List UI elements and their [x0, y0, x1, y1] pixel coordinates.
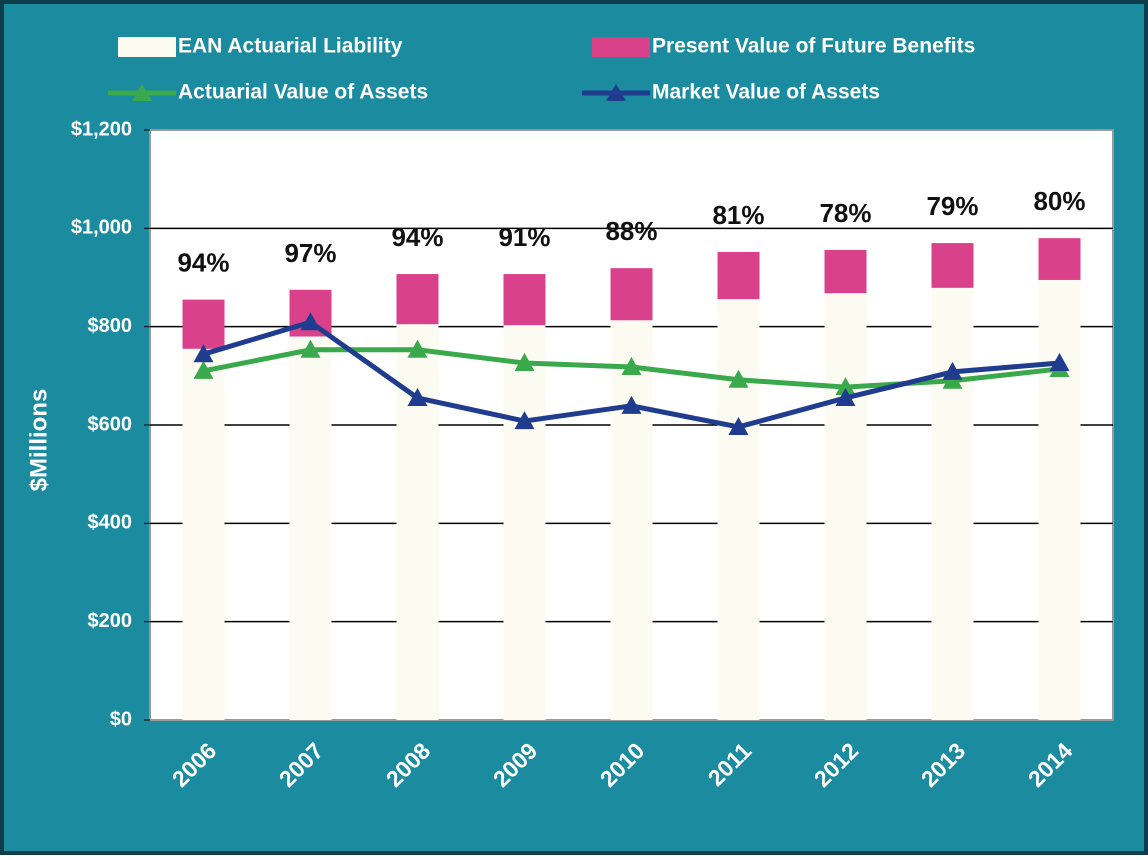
marker	[514, 411, 535, 430]
benefit-box	[503, 274, 546, 326]
marker	[407, 387, 428, 406]
legend-label: EAN Actuarial Liability	[178, 35, 403, 58]
bar	[503, 325, 546, 720]
bar	[610, 320, 653, 720]
marker	[621, 356, 642, 375]
marker	[835, 387, 856, 406]
ratio-label: 91%	[498, 222, 550, 252]
y-tick-label: $600	[88, 413, 133, 435]
marker	[621, 395, 642, 414]
ratio-label: 79%	[926, 191, 978, 221]
y-tick-label: $1,000	[71, 217, 132, 239]
bar	[182, 348, 225, 720]
legend-swatch	[118, 37, 176, 57]
marker	[193, 360, 214, 379]
ratio-label: 94%	[177, 248, 229, 278]
ratio-label: 97%	[284, 238, 336, 268]
ratio-label: 80%	[1033, 186, 1085, 216]
marker	[728, 369, 749, 388]
y-axis-label: $Millions	[25, 389, 52, 492]
benefit-box	[1038, 238, 1081, 280]
ratio-label: 81%	[712, 200, 764, 230]
benefit-box	[182, 299, 225, 349]
marker	[1049, 353, 1070, 372]
legend-label: Present Value of Future Benefits	[652, 35, 975, 58]
ratio-label: 88%	[605, 216, 657, 246]
y-tick-label: $200	[88, 610, 133, 632]
y-tick-label: $1,200	[71, 118, 132, 140]
benefit-box	[396, 274, 439, 325]
marker	[835, 377, 856, 396]
y-tick-label: $0	[110, 708, 132, 730]
marker	[728, 416, 749, 435]
benefit-box	[717, 251, 760, 300]
marker	[514, 353, 535, 372]
legend-label: Market Value of Assets	[652, 81, 880, 104]
bar	[1038, 279, 1081, 720]
bar	[289, 336, 332, 720]
y-tick-label: $800	[88, 315, 133, 337]
marker	[193, 344, 214, 363]
benefit-box	[610, 268, 653, 321]
ratio-label: 78%	[819, 198, 871, 228]
marker	[300, 312, 321, 331]
bar	[824, 293, 867, 720]
bar	[396, 324, 439, 720]
marker	[300, 339, 321, 358]
marker	[407, 339, 428, 358]
bar	[717, 299, 760, 720]
bar	[931, 287, 974, 720]
benefit-box	[824, 249, 867, 294]
y-tick-label: $400	[88, 512, 133, 534]
ratio-label: 94%	[391, 222, 443, 252]
marker	[942, 361, 963, 380]
benefit-box	[931, 243, 974, 288]
legend-swatch	[592, 37, 650, 57]
legend-swatch	[132, 84, 152, 101]
legend-swatch	[606, 84, 626, 101]
legend-label: Actuarial Value of Assets	[178, 81, 428, 104]
